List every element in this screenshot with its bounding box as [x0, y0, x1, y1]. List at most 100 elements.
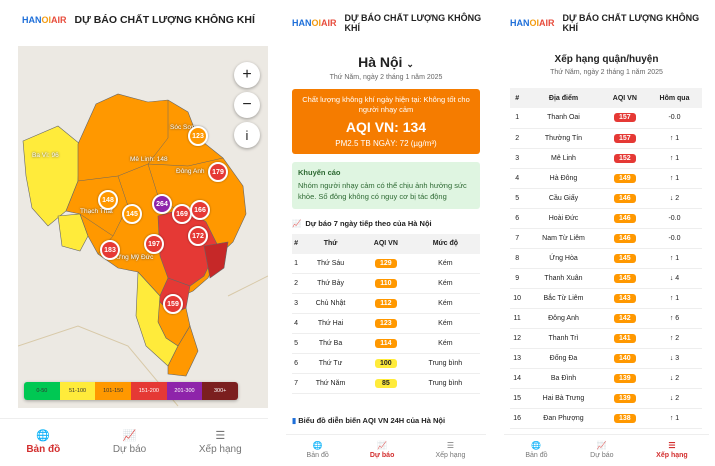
legend-hazardous: 300+ [202, 382, 238, 400]
nav-map[interactable]: 🌐 Bản đồ [307, 435, 329, 466]
nav-map[interactable]: 🌐 Bản đồ [525, 435, 547, 466]
bottom-nav: 🌐 Bản đồ 📈 Dự báo ☰ Xếp hạng [286, 434, 486, 466]
aqi-marker[interactable]: 145 [122, 204, 142, 224]
ranking-row[interactable]: 16 Đan Phượng 138 ↑ 1 [510, 408, 702, 429]
app-title: DỰ BÁO CHẤT LƯỢNG KHÔNG KHÍ [562, 13, 700, 33]
zoom-in-button[interactable]: + [234, 62, 260, 88]
aqi-badge: 140 [613, 353, 636, 363]
list-icon: ☰ [446, 441, 455, 450]
row-delta: ↑ 6 [646, 308, 702, 329]
app-header: HAN OI AIR DỰ BÁO CHẤT LƯỢNG KHÔNG KHÍ [286, 0, 486, 46]
aqi-map[interactable]: + − i Ba Vì: 96 Sóc Sơn Mê Linh: 148 Đôn… [18, 46, 268, 408]
nav-ranking[interactable]: ☰ Xếp hạng [435, 435, 465, 466]
row-place: Đông Anh [524, 308, 603, 329]
row-index: 9 [510, 268, 525, 289]
aqi-badge: 146 [613, 233, 636, 243]
ranking-screen: HAN OI AIR DỰ BÁO CHẤT LƯỢNG KHÔNG KHÍ Xếp… [504, 0, 709, 466]
row-aqi-cell: 146 [602, 188, 647, 209]
aqi-badge: 139 [613, 373, 636, 383]
ranking-row[interactable]: 4 Hà Đông 149 ↑ 1 [510, 168, 702, 189]
ranking-row[interactable]: 12 Thanh Trì 141 ↑ 2 [510, 328, 702, 349]
row-index: 4 [510, 168, 525, 189]
row-index: 13 [510, 348, 525, 369]
row-place: Thanh Trì [524, 328, 603, 349]
label-donganh: Đông Anh [176, 168, 205, 175]
row-aqi-cell: 114 [361, 333, 411, 355]
aqi-marker[interactable]: 179 [208, 162, 228, 182]
col-level: Mức độ [410, 233, 480, 254]
row-place: Ứng Hòa [524, 248, 603, 269]
ranking-row[interactable]: 15 Hai Bà Trưng 139 ↓ 2 [510, 388, 702, 409]
ranking-table: # Địa điểm AQI VN Hôm qua 1 Thanh Oai 157-… [510, 88, 702, 429]
ranking-row[interactable]: 7 Nam Từ Liêm 146 -0.0 [510, 228, 702, 249]
aqi-marker[interactable]: 172 [188, 226, 208, 246]
chart-section-title: ▮ Biểu đồ diễn biến AQI VN 24H của Hà Nộ… [292, 416, 446, 425]
aqi-marker[interactable]: 159 [163, 294, 183, 314]
row-aqi-cell: 157 [602, 128, 647, 149]
region-farsouth[interactable] [167, 325, 199, 377]
row-day: Thứ Bảy [300, 273, 362, 295]
aqi-marker[interactable]: 166 [190, 200, 210, 220]
row-delta: ↑ 1 [646, 248, 702, 269]
ranking-row[interactable]: 5 Cầu Giấy 146 ↓ 2 [510, 188, 702, 209]
label-bavi: Ba Vì: 96 [32, 152, 59, 159]
aqi-marker[interactable]: 169 [172, 204, 192, 224]
row-level: Kém [410, 253, 480, 275]
forecast-section-title: 📈 Dự báo 7 ngày tiếp theo của Hà Nội [292, 218, 432, 228]
row-delta: ↑ 1 [646, 288, 702, 309]
ranking-row[interactable]: 1 Thanh Oai 157 -0.0 [510, 108, 702, 129]
zoom-out-button[interactable]: − [234, 92, 260, 118]
row-aqi-cell: 138 [602, 408, 647, 429]
row-aqi-cell: 110 [361, 273, 411, 295]
row-aqi-cell: 112 [361, 293, 411, 315]
nav-forecast[interactable]: 📈 Dự báo [370, 435, 395, 466]
nav-map[interactable]: 🌐 Bản đồ [26, 419, 60, 466]
ranking-row[interactable]: 2 Thường Tín 157 ↑ 1 [510, 128, 702, 149]
col-day: Thứ [300, 233, 362, 254]
row-index: 16 [510, 408, 525, 429]
ranking-row[interactable]: 3 Mê Linh 152 ↑ 1 [510, 148, 702, 169]
row-day: Thứ Hai [300, 313, 362, 335]
chart-icon: 📈 [122, 429, 137, 442]
row-place: Thường Tín [524, 128, 603, 149]
row-aqi-cell: 145 [602, 248, 647, 269]
row-level: Kém [410, 273, 480, 295]
aqi-badge: 146 [613, 213, 636, 223]
bottom-nav: 🌐 Bản đồ 📈 Dự báo ☰ Xếp hạng [0, 418, 268, 466]
ranking-row[interactable]: 9 Thanh Xuân 145 ↓ 4 [510, 268, 702, 289]
row-index: 15 [510, 388, 525, 409]
row-place: Bắc Từ Liêm [524, 288, 603, 309]
aqi-marker[interactable]: 148 [98, 190, 118, 210]
aqi-marker[interactable]: 183 [100, 240, 120, 260]
aqi-marker[interactable]: 264 [152, 194, 172, 214]
nav-forecast[interactable]: 📈 Dự báo [113, 419, 146, 466]
ranking-row[interactable]: 13 Đống Đa 140 ↓ 3 [510, 348, 702, 369]
app-logo: HAN OI AIR [292, 18, 337, 28]
row-level: Kém [410, 293, 480, 315]
ranking-row[interactable]: 11 Đông Anh 142 ↑ 6 [510, 308, 702, 329]
nav-forecast-label: Dự báo [369, 452, 395, 459]
nav-ranking[interactable]: ☰ Xếp hạng [199, 419, 242, 466]
row-index: 5 [510, 188, 525, 209]
aqi-badge: 152 [613, 153, 636, 163]
aqi-summary-card: Chất lượng không khí ngày hiện tại: Khôn… [292, 89, 480, 155]
forecast-table: # Thứ AQI VN Mức độ 1 Thứ Sáu 129 Kém 2 Thứ B… [292, 233, 480, 395]
row-delta: ↑ 1 [646, 168, 702, 189]
nav-ranking[interactable]: ☰ Xếp hạng [656, 435, 688, 466]
ranking-row[interactable]: 8 Ứng Hòa 145 ↑ 1 [510, 248, 702, 269]
aqi-marker[interactable]: 197 [144, 234, 164, 254]
ranking-row[interactable]: 14 Ba Đình 139 ↓ 2 [510, 368, 702, 389]
city-selector[interactable]: Hà Nội ⌄ [286, 54, 486, 70]
region-southwest[interactable] [57, 213, 89, 252]
ranking-row[interactable]: 6 Hoài Đức 146 -0.0 [510, 208, 702, 229]
ranking-row[interactable]: 10 Bắc Từ Liêm 143 ↑ 1 [510, 288, 702, 309]
aqi-badge: 146 [613, 193, 636, 203]
aqi-marker[interactable]: 123 [188, 126, 208, 146]
info-button[interactable]: i [234, 122, 260, 148]
region-thanhtri[interactable] [203, 241, 229, 279]
chart-icon: 📈 [596, 441, 607, 450]
label-socson: Sóc Sơn [170, 124, 196, 131]
pm25-value: PM2.5 TB NGÀY: 72 (µg/m³) [335, 139, 437, 149]
nav-forecast[interactable]: 📈 Dự báo [590, 435, 613, 466]
label-ungmyduc: Ứng Mỹ Đức [116, 254, 154, 261]
